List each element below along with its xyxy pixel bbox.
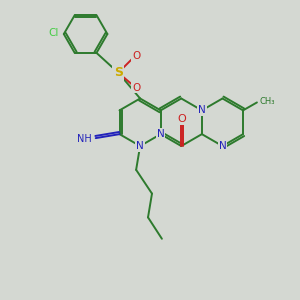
Text: NH: NH bbox=[77, 134, 92, 144]
Text: O: O bbox=[132, 51, 140, 61]
Text: Cl: Cl bbox=[49, 28, 59, 38]
Text: O: O bbox=[177, 114, 186, 124]
Text: N: N bbox=[198, 105, 206, 116]
Text: O: O bbox=[132, 82, 140, 93]
Text: N: N bbox=[157, 129, 165, 139]
Text: CH₃: CH₃ bbox=[260, 97, 275, 106]
Text: S: S bbox=[114, 66, 123, 79]
Text: N: N bbox=[136, 141, 144, 151]
Text: N: N bbox=[219, 141, 226, 151]
